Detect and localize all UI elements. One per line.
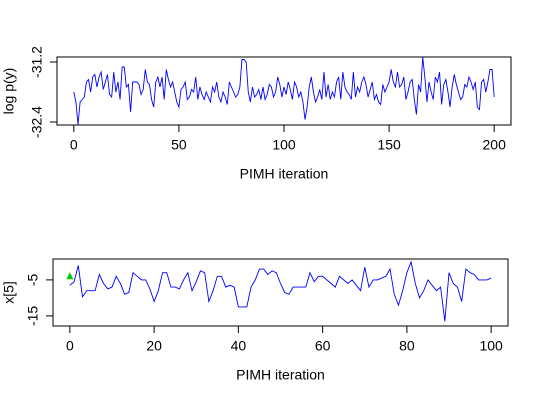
x-tick-label: 0 [66,338,74,354]
series-line [69,260,492,322]
x-tick-label: 200 [483,137,507,153]
y-tick-label: -5 [25,273,41,286]
x-tick-label: 100 [479,338,503,354]
y-tick-label: -15 [25,306,41,326]
x-tick-label: 100 [272,137,296,153]
x-tick-label: 40 [231,338,247,354]
plot-box [52,258,509,327]
x-tick-label: 150 [377,137,401,153]
x-tick-label: 0 [70,137,78,153]
series-line [73,56,495,125]
x-tick-label: 80 [399,338,415,354]
x-tick-label: 20 [146,338,162,354]
x-tick-label: 60 [315,338,331,354]
x-axis-label: PIMH iteration [236,367,325,383]
y-axis-label: x[5] [1,281,17,304]
y-tick-label: -31.2 [29,46,45,78]
y-tick-label: -32.4 [29,106,45,138]
y-axis-label: log p(y) [1,68,17,115]
x-tick-label: 50 [171,137,187,153]
x-axis-label: PIMH iteration [240,166,329,182]
marker-triangle [66,272,74,280]
